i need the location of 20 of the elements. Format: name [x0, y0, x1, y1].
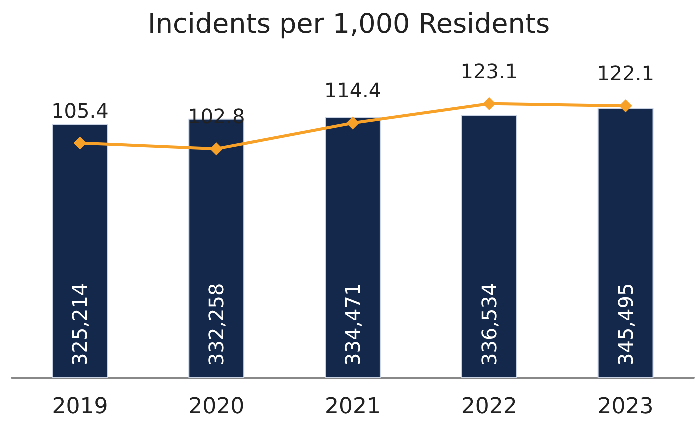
data-label: 114.4: [324, 78, 382, 103]
data-label: 325,214: [68, 283, 92, 366]
x-tick-label: 2021: [325, 394, 381, 420]
x-tick-label: 2019: [52, 394, 108, 420]
x-tick-label: 2023: [598, 394, 654, 420]
point: [346, 116, 360, 130]
data-label: 332,258: [204, 283, 229, 366]
point: [74, 136, 87, 150]
data-label: 122.1: [597, 62, 654, 86]
data-label: 123.1: [460, 59, 518, 84]
data-label: 345,495: [614, 283, 638, 366]
chart-title: Incidents per 1,000 Residents: [148, 9, 550, 40]
data-label: 105.4: [52, 98, 109, 123]
point: [482, 97, 496, 110]
x-tick-label: 2020: [188, 394, 245, 420]
point: [619, 100, 632, 113]
x-tick-label: 2022: [461, 394, 518, 420]
data-label: 336,534: [477, 283, 502, 366]
data-label: 334,471: [341, 283, 365, 366]
point: [210, 142, 224, 156]
